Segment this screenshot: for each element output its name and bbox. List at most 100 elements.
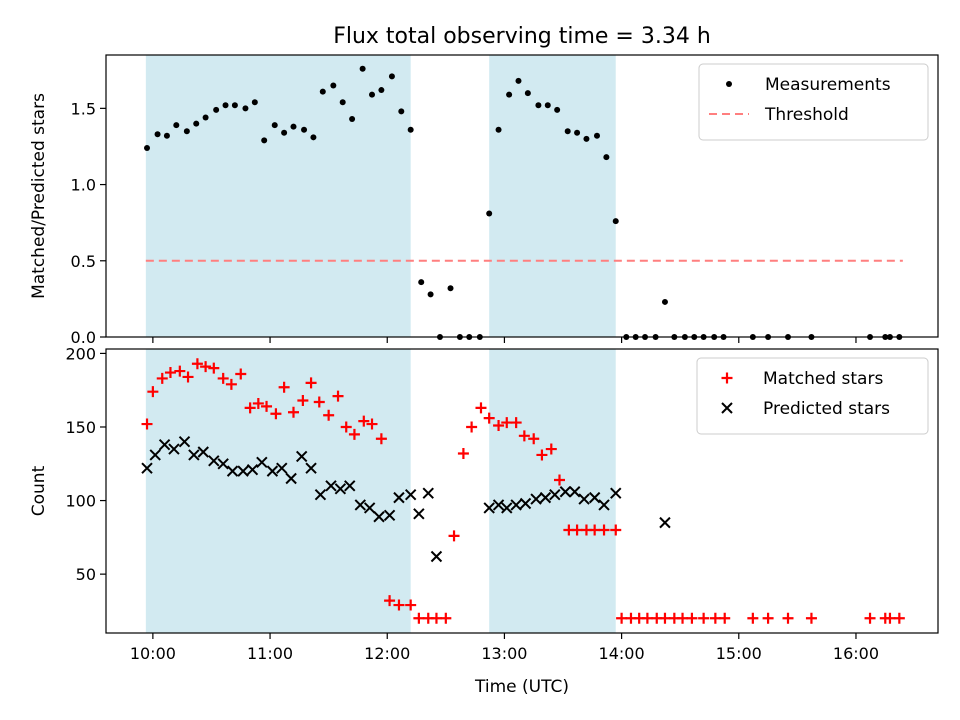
data-point bbox=[686, 612, 698, 624]
data-point bbox=[213, 106, 220, 113]
axes-frame bbox=[105, 54, 939, 338]
data-point bbox=[285, 472, 297, 485]
data-point bbox=[603, 154, 610, 161]
series-matched-stars bbox=[141, 358, 905, 624]
data-point bbox=[191, 358, 203, 370]
data-point bbox=[721, 402, 733, 414]
data-point bbox=[173, 122, 180, 129]
data-point bbox=[616, 612, 628, 624]
data-point bbox=[413, 612, 425, 624]
data-point bbox=[598, 524, 610, 536]
data-point bbox=[305, 377, 317, 389]
data-point bbox=[301, 126, 308, 133]
data-point bbox=[501, 417, 513, 429]
data-point bbox=[524, 90, 531, 97]
data-point bbox=[271, 122, 278, 129]
data-point bbox=[493, 420, 505, 432]
data-point bbox=[747, 612, 759, 624]
data-point bbox=[506, 91, 513, 98]
data-point bbox=[539, 491, 552, 504]
data-point bbox=[202, 114, 209, 121]
data-point bbox=[721, 372, 733, 384]
data-point bbox=[295, 450, 308, 463]
data-point bbox=[149, 449, 161, 461]
data-point bbox=[864, 612, 876, 624]
data-point bbox=[348, 428, 360, 440]
data-point bbox=[158, 438, 171, 451]
data-point bbox=[388, 73, 395, 80]
data-point bbox=[398, 108, 405, 115]
data-point bbox=[407, 126, 414, 133]
data-point bbox=[515, 77, 522, 84]
data-point bbox=[369, 91, 376, 98]
data-point bbox=[501, 502, 513, 514]
data-point bbox=[246, 463, 259, 476]
y-axis-label: Count bbox=[29, 465, 49, 516]
data-point bbox=[483, 412, 495, 424]
data-point bbox=[427, 291, 434, 298]
data-point bbox=[290, 123, 297, 130]
data-point bbox=[168, 443, 180, 455]
observing-window bbox=[145, 55, 411, 337]
data-point bbox=[251, 99, 258, 106]
data-point bbox=[359, 65, 366, 72]
legend: Matched stars Predicted stars bbox=[696, 357, 929, 435]
x-tick-label: 16:00 bbox=[833, 644, 879, 663]
legend-label: Predicted stars bbox=[763, 399, 890, 419]
ratio-panel: 0.0 0.5 1.0 1.5 Matched/Predicted stars Measu… bbox=[29, 54, 939, 347]
data-point bbox=[495, 126, 502, 133]
data-point bbox=[244, 402, 256, 414]
data-point bbox=[242, 105, 249, 112]
data-point bbox=[475, 402, 487, 414]
data-point bbox=[588, 491, 601, 504]
data-point bbox=[378, 87, 385, 94]
data-point bbox=[466, 421, 478, 433]
data-point bbox=[334, 483, 347, 495]
data-point bbox=[156, 372, 168, 384]
data-point bbox=[217, 372, 229, 384]
data-point bbox=[554, 106, 561, 113]
y-tick-label: 200 bbox=[65, 344, 96, 363]
x-tick-label: 10:00 bbox=[130, 644, 176, 663]
data-point bbox=[197, 446, 209, 458]
series-predicted-stars bbox=[141, 435, 671, 563]
x-tick-label: 14:00 bbox=[599, 644, 645, 663]
data-point bbox=[188, 449, 200, 461]
y-tick-label: 0.0 bbox=[71, 328, 96, 347]
data-point bbox=[349, 116, 356, 123]
data-point bbox=[147, 386, 159, 398]
axes-frame bbox=[105, 348, 939, 634]
data-point bbox=[719, 612, 731, 624]
data-point bbox=[536, 449, 548, 461]
data-point bbox=[340, 421, 352, 433]
data-point bbox=[549, 488, 561, 501]
y-tick-label: 50 bbox=[76, 565, 96, 584]
observing-window bbox=[145, 349, 411, 633]
data-point bbox=[698, 612, 710, 624]
y-tick-label: 1.5 bbox=[71, 99, 96, 118]
legend-label: Matched stars bbox=[763, 369, 883, 389]
data-point bbox=[884, 612, 896, 624]
data-point bbox=[231, 102, 238, 109]
data-point bbox=[235, 368, 247, 380]
data-point bbox=[659, 516, 671, 529]
data-point bbox=[270, 408, 282, 420]
data-point bbox=[193, 120, 200, 127]
data-point bbox=[266, 465, 279, 477]
data-point bbox=[384, 595, 396, 607]
y-tick-label: 0.5 bbox=[71, 252, 96, 271]
data-point bbox=[612, 218, 619, 225]
data-point bbox=[393, 599, 405, 611]
y-tick-label: 1.0 bbox=[71, 176, 96, 195]
data-point bbox=[486, 210, 493, 217]
legend-box bbox=[696, 357, 929, 435]
data-point bbox=[339, 99, 346, 106]
data-point bbox=[217, 458, 229, 470]
data-point bbox=[237, 465, 249, 477]
y-tick-label: 150 bbox=[65, 418, 96, 437]
data-point bbox=[589, 524, 601, 536]
observing-window bbox=[489, 55, 616, 337]
data-point bbox=[141, 418, 153, 430]
data-point bbox=[430, 612, 442, 624]
